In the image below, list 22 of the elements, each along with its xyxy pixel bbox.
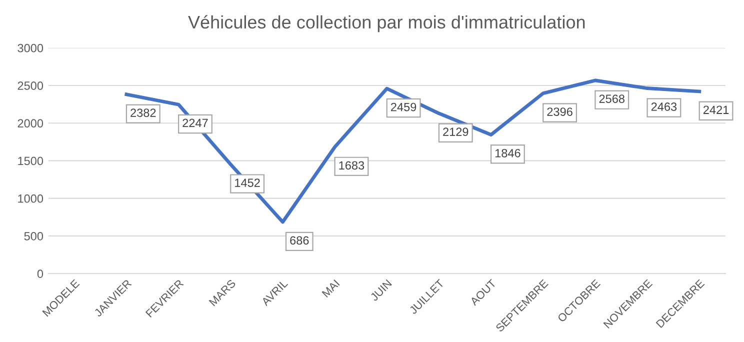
line-series <box>124 78 702 224</box>
data-label: 2382 <box>130 108 156 117</box>
data-label: 1452 <box>235 178 260 187</box>
chart-title: Véhicules de collection par mois d'immatriculation <box>188 15 585 32</box>
data-label: 2568 <box>599 94 624 103</box>
x-tick-label: MAI <box>322 279 340 298</box>
y-tick-label: 500 <box>24 232 44 240</box>
data-label: 2396 <box>547 108 572 116</box>
data-label: 2463 <box>651 102 677 111</box>
data-label: 1683 <box>339 161 364 170</box>
data-label: 2459 <box>391 102 416 112</box>
y-tick-label: 0 <box>37 270 44 278</box>
data-label: 2129 <box>443 128 468 136</box>
data-label: 2421 <box>703 106 729 114</box>
y-tick-label: 2000 <box>18 119 44 128</box>
y-tick-label: 2500 <box>18 82 44 90</box>
y-tick-label: 1000 <box>18 194 44 203</box>
data-label: 1846 <box>495 148 520 158</box>
data-label: 2247 <box>182 118 208 128</box>
y-tick-label: 3000 <box>18 44 44 52</box>
data-label: 686 <box>290 236 309 245</box>
y-tick-label: 1500 <box>18 156 44 166</box>
